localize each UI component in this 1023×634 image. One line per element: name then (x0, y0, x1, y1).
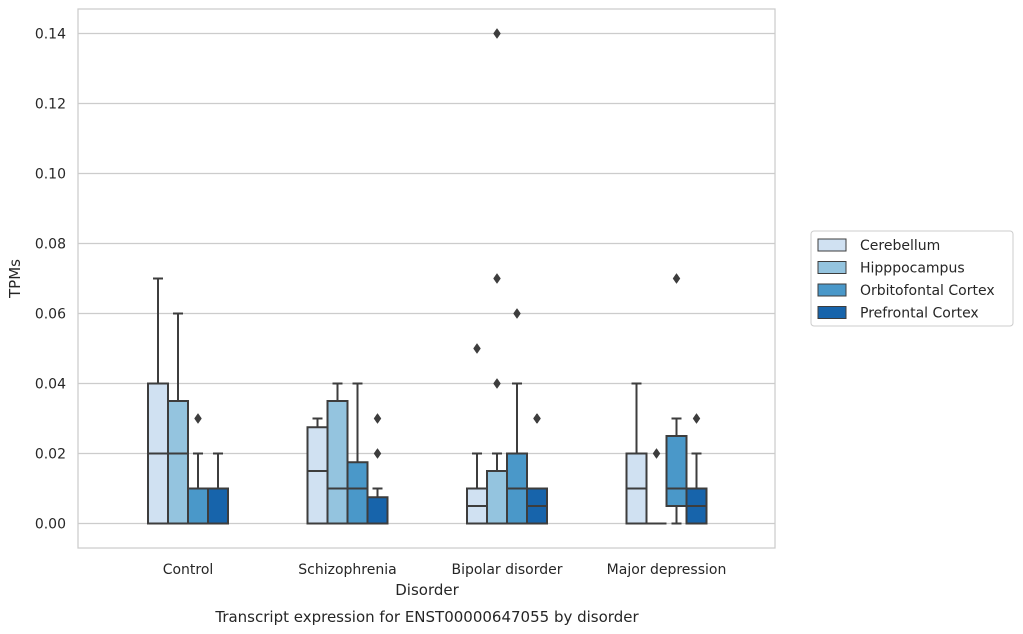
outlier-point (493, 28, 501, 39)
box-cerebellum (306, 417, 329, 525)
box-hipppocampus (646, 448, 667, 525)
x-tick-label: Schizophrenia (298, 562, 396, 578)
legend-frame (810, 230, 1014, 327)
y-tick-label: 0.08 (35, 237, 66, 253)
x-tick-label: Major depression (607, 562, 727, 578)
outlier-point (493, 273, 501, 284)
box-orbitofontal-cortex (187, 413, 209, 525)
x-tick-labels: Control Schizophrenia Bipolar disorder Majo… (163, 562, 727, 578)
box-orbitofontal-cortex (346, 382, 369, 525)
iqr-box (187, 487, 209, 525)
legend: Cerebellum Hipppocampus Orbitofontal Corte… (810, 230, 1014, 327)
x-tick-label: Bipolar disorder (451, 562, 562, 578)
iqr-box (486, 470, 508, 525)
plot-frame (77, 8, 776, 549)
x-tick-label: Control (163, 562, 214, 578)
legend-swatch (817, 283, 847, 297)
box-prefrontal-cortex (366, 413, 389, 525)
y-tick-label: 0.12 (35, 97, 66, 113)
box-cerebellum (147, 277, 169, 525)
legend-label: Orbitofontal Cortex (860, 283, 995, 299)
y-tick-label: 0.10 (35, 167, 66, 183)
legend-label: Cerebellum (860, 238, 940, 254)
box-prefrontal-cortex (685, 413, 708, 525)
legend-label: Prefrontal Cortex (860, 306, 979, 322)
box-hipppocampus (326, 382, 349, 525)
outlier-point (672, 273, 681, 284)
y-axis-title: TPMs (6, 259, 24, 299)
iqr-box (167, 400, 189, 525)
chart-caption: Transcript expression for ENST0000064705… (214, 608, 639, 626)
outlier-point (493, 378, 501, 389)
x-axis-title: Disorder (395, 581, 459, 599)
outlier-point (373, 413, 382, 424)
box-prefrontal-cortex (207, 452, 229, 525)
iqr-box (665, 435, 688, 507)
legend-swatch (817, 306, 847, 319)
outlier-point (692, 413, 701, 424)
y-tick-label: 0.02 (35, 447, 66, 463)
box-hipppocampus (167, 312, 189, 525)
box-cerebellum (466, 343, 488, 525)
legend-swatch (817, 238, 847, 252)
outlier-point (473, 343, 481, 354)
y-tick-label: 0.06 (35, 307, 66, 323)
y-tick-label: 0.04 (35, 377, 66, 393)
boxes-layer (147, 28, 708, 525)
outlier-point (373, 448, 382, 459)
outlier-point (194, 413, 202, 424)
y-tick-labels: 0.00 0.02 0.04 0.06 0.08 0.10 0.12 0.14 (35, 27, 66, 533)
legend-label: Hipppocampus (860, 261, 965, 277)
y-tick-label: 0.00 (35, 517, 66, 533)
iqr-box (306, 426, 329, 525)
iqr-box (326, 400, 349, 525)
box-orbitofontal-cortex (506, 308, 528, 525)
iqr-box (207, 487, 229, 525)
outlier-point (513, 308, 521, 319)
box-cerebellum (625, 382, 648, 525)
y-tick-label: 0.14 (35, 27, 66, 43)
box-orbitofontal-cortex (665, 273, 688, 525)
box-hipppocampus (486, 28, 508, 525)
iqr-box (366, 496, 389, 525)
outlier-point (533, 413, 541, 424)
outlier-point (652, 448, 661, 459)
box-prefrontal-cortex (526, 413, 548, 525)
legend-swatch (817, 261, 847, 274)
iqr-box (346, 461, 369, 525)
